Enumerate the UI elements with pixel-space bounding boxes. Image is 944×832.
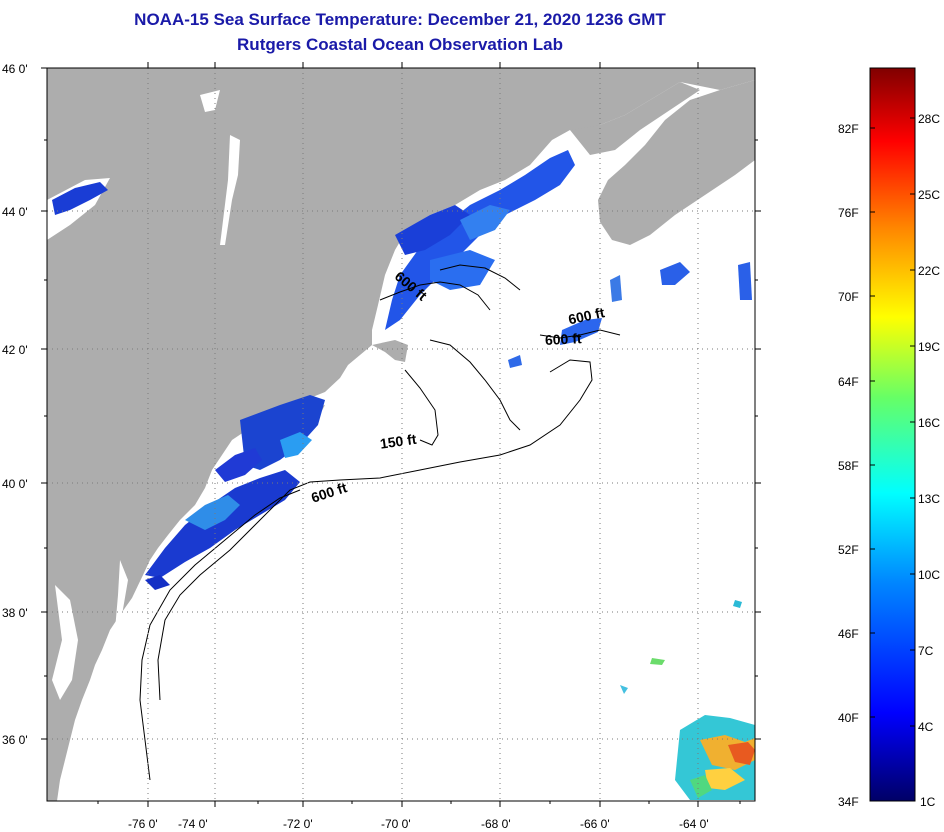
contour-label: 150 ft xyxy=(379,431,418,452)
colorbar-f-label: 76F xyxy=(838,206,859,220)
contour-label: 600 ft xyxy=(567,304,606,327)
lon-label: -70 0' xyxy=(381,817,411,831)
colorbar-c-label: 4C xyxy=(918,720,934,734)
lon-label: -66 0' xyxy=(580,817,610,831)
bay xyxy=(52,585,78,700)
lat-label: 36 0' xyxy=(2,733,28,747)
colorbar-f-label: 46F xyxy=(838,627,859,641)
map-subtitle: Rutgers Coastal Ocean Observation Lab xyxy=(237,35,563,54)
colorbar-c-label: 10C xyxy=(918,568,940,582)
axis-ticks xyxy=(41,62,761,807)
map-title: NOAA-15 Sea Surface Temperature: Decembe… xyxy=(134,10,666,29)
lon-label: -76 0' xyxy=(128,817,158,831)
lat-label: 38 0' xyxy=(2,606,28,620)
lon-label: -68 0' xyxy=(481,817,511,831)
lake xyxy=(200,90,220,112)
colorbar-c-label: 25C xyxy=(918,188,940,202)
lat-labels: 46 0' 44 0' 42 0' 40 0' 38 0' 36 0' xyxy=(2,62,28,747)
colorbar: 82F 76F 70F 64F 58F 52F 46F 40F 34F 28C … xyxy=(838,67,940,809)
sst-data-layer xyxy=(52,150,755,800)
colorbar-f-label: 82F xyxy=(838,122,859,136)
bay xyxy=(100,560,128,700)
colorbar-f-label: 70F xyxy=(838,290,859,304)
colorbar-gradient xyxy=(869,67,916,802)
depth-contours xyxy=(139,264,621,781)
colorbar-c-label: 16C xyxy=(918,416,940,430)
lon-label: -74 0' xyxy=(178,817,208,831)
lon-label: -72 0' xyxy=(283,817,313,831)
land-us-coast xyxy=(47,68,755,801)
land-nova-scotia xyxy=(598,80,755,245)
contour-label: 600 ft xyxy=(545,330,583,348)
colorbar-c-label: 28C xyxy=(918,112,940,126)
graticule xyxy=(47,68,755,801)
colorbar-f-label: 64F xyxy=(838,375,859,389)
colorbar-c-label: 1C xyxy=(920,795,936,809)
colorbar-c-label: 7C xyxy=(918,644,934,658)
lat-label: 42 0' xyxy=(2,343,28,357)
colorbar-f-label: 40F xyxy=(838,711,859,725)
lat-label: 46 0' xyxy=(2,62,28,76)
colorbar-c-label: 13C xyxy=(918,492,940,506)
land-new-brunswick xyxy=(570,82,700,155)
lat-label: 40 0' xyxy=(2,477,28,491)
lake xyxy=(220,135,240,245)
lon-label: -64 0' xyxy=(679,817,709,831)
colorbar-f-label: 34F xyxy=(838,795,859,809)
colorbar-f-label: 52F xyxy=(838,543,859,557)
land-cape-cod xyxy=(372,340,408,362)
colorbar-c-label: 19C xyxy=(918,340,940,354)
lon-labels: -76 0' -74 0' -72 0' -70 0' -68 0' -66 0… xyxy=(128,817,709,831)
map-frame xyxy=(46,67,756,802)
lat-label: 44 0' xyxy=(2,205,28,219)
colorbar-f-label: 58F xyxy=(838,459,859,473)
colorbar-c-label: 22C xyxy=(918,264,940,278)
